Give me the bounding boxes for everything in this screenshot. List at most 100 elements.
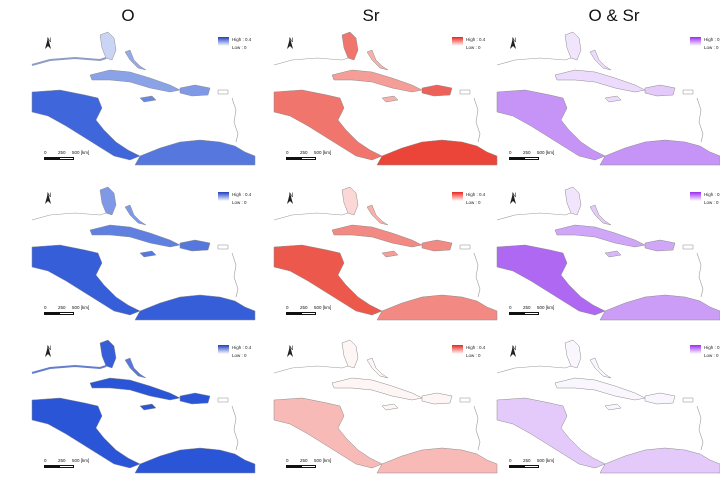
caribbean-map (31, 31, 256, 166)
scale-label: 0 (286, 458, 289, 463)
legend-low-label: Low : 0 (704, 200, 719, 205)
scale-label: 0 (509, 458, 512, 463)
land-centralAmerica (496, 89, 606, 161)
north-label: N (46, 38, 52, 44)
arrow-shape (510, 38, 516, 49)
land-puertoRico (459, 89, 471, 95)
land-jamaica (381, 403, 399, 411)
legend-low-label: Low : 0 (232, 45, 247, 50)
land-bahamas (589, 357, 612, 379)
arrow-shape (45, 346, 51, 357)
land-gulfCoast (273, 212, 349, 221)
scale-bar-segments (286, 312, 316, 315)
land-florida (99, 31, 117, 61)
arrow-shape (287, 346, 293, 357)
scale-label: 250 (58, 305, 66, 310)
land-southAmerica (599, 139, 720, 166)
land-jamaica (604, 95, 622, 103)
scale-label: 500 [km] (314, 150, 332, 155)
scale-label: 250 (58, 458, 66, 463)
scale-bar: 0 250 500 [km] (509, 458, 569, 470)
caribbean-map (273, 31, 498, 166)
arrow-shape (510, 193, 516, 204)
scale-label: 500 [km] (537, 305, 555, 310)
land-centralAmerica (496, 244, 606, 316)
legend-low-label: Low : 0 (232, 353, 247, 358)
legend-high-label: High : 0.4 (232, 345, 252, 350)
land-gulfCoast (496, 57, 572, 66)
land-centralAmerica (496, 397, 606, 469)
legend: High : 0.4 Low : 0 (690, 345, 720, 363)
column-title-o: O (121, 6, 135, 25)
scale-label: 0 (509, 305, 512, 310)
legend-low-label: Low : 0 (466, 200, 481, 205)
map-panel-o-sr-bottom: N High : 0.4 Low : 0 0 250 500 [km] (495, 338, 720, 474)
land-puertoRico (217, 244, 229, 250)
scale-label: 0 (44, 150, 47, 155)
scale-bar-segments (44, 157, 74, 160)
land-cuba (89, 224, 181, 248)
legend-high-label: High : 0.4 (466, 37, 486, 42)
legend: High : 0.4 Low : 0 (218, 345, 263, 363)
legend: High : 0.4 Low : 0 (452, 192, 497, 210)
scale-bar-segments (509, 157, 539, 160)
land-southAmerica (599, 294, 720, 321)
land-antilles (473, 97, 481, 143)
scale-bar: 0 250 500 [km] (44, 305, 104, 317)
caribbean-map (31, 186, 256, 321)
scale-bar: 0 250 500 [km] (286, 458, 346, 470)
land-puertoRico (459, 397, 471, 403)
scale-bar: 0 250 500 [km] (509, 305, 569, 317)
scale-label: 250 (300, 150, 308, 155)
arrow-shape (45, 38, 51, 49)
land-bahamas (366, 357, 389, 379)
scale-bar-segments (286, 465, 316, 468)
legend-low-label: Low : 0 (704, 353, 719, 358)
land-bahamas (124, 49, 147, 71)
land-florida (341, 31, 359, 61)
caribbean-map (31, 339, 256, 474)
scale-label: 500 [km] (314, 305, 332, 310)
land-cuba (554, 69, 646, 93)
scale-bar-segments (286, 157, 316, 160)
land-gulfCoast (496, 212, 572, 221)
land-cuba (554, 377, 646, 401)
scale-label: 500 [km] (537, 458, 555, 463)
legend-low-label: Low : 0 (232, 200, 247, 205)
land-southAmerica (134, 447, 256, 474)
land-gulfCoast (273, 57, 349, 66)
arrow-shape (510, 346, 516, 357)
arrow-shape (45, 193, 51, 204)
legend: High : 0.4 Low : 0 (452, 345, 497, 363)
land-hispaniola (179, 392, 211, 405)
land-florida (341, 339, 359, 369)
legend: High : 0.4 Low : 0 (690, 192, 720, 210)
land-puertoRico (459, 244, 471, 250)
arrow-shape (287, 38, 293, 49)
land-jamaica (381, 95, 399, 103)
land-antilles (473, 252, 481, 298)
land-bahamas (366, 204, 389, 226)
legend-color-ramp (218, 345, 229, 354)
land-florida (341, 186, 359, 216)
land-puertoRico (682, 244, 694, 250)
land-antilles (696, 97, 704, 143)
land-gulfCoast (496, 365, 572, 374)
land-gulfCoast (31, 212, 107, 221)
land-southAmerica (376, 447, 498, 474)
map-panel-sr-middle: N High : 0.4 Low : 0 0 250 500 [km] (272, 185, 498, 321)
land-southAmerica (134, 139, 256, 166)
north-label: N (288, 346, 294, 352)
land-cuba (331, 377, 423, 401)
land-gulfCoast (31, 56, 107, 66)
north-label: N (511, 38, 517, 44)
map-panel-o-bottom: N High : 0.4 Low : 0 0 250 500 [km] (30, 338, 256, 474)
scale-label: 250 (58, 150, 66, 155)
land-antilles (231, 252, 239, 298)
land-antilles (696, 252, 704, 298)
legend: High : 0.4 Low : 0 (218, 37, 263, 55)
land-jamaica (381, 250, 399, 258)
column-title-o-sr: O & Sr (588, 6, 640, 25)
land-southAmerica (599, 447, 720, 474)
land-antilles (231, 405, 239, 451)
